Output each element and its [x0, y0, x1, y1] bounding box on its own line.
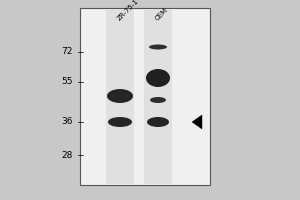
Ellipse shape — [150, 97, 166, 103]
Text: ZR-75-1: ZR-75-1 — [116, 0, 140, 22]
Text: 55: 55 — [61, 77, 73, 86]
Bar — [144, 9, 172, 184]
Bar — [106, 9, 134, 184]
Ellipse shape — [107, 89, 133, 103]
Bar — [80, 8, 210, 185]
Ellipse shape — [108, 117, 132, 127]
Text: 28: 28 — [61, 150, 73, 160]
Ellipse shape — [149, 45, 167, 49]
Ellipse shape — [146, 69, 170, 87]
Ellipse shape — [147, 117, 169, 127]
Text: 72: 72 — [61, 47, 73, 56]
Text: 36: 36 — [61, 117, 73, 127]
Text: CEM: CEM — [154, 7, 169, 22]
Polygon shape — [192, 115, 202, 129]
